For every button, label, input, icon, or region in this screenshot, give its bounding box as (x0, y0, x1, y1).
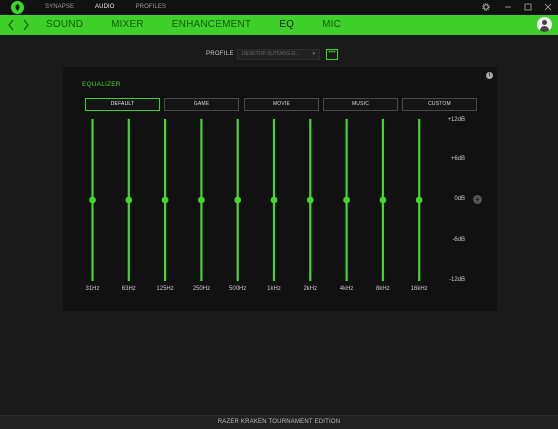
back-arrow-icon[interactable] (6, 18, 16, 32)
equalizer-title: EQUALIZER (82, 81, 121, 88)
eq-slider-500hz[interactable] (234, 119, 242, 281)
preset-custom-button[interactable]: CUSTOM (402, 98, 477, 111)
tab-enhancement[interactable]: ENHANCEMENT (171, 19, 252, 30)
chevron-down-icon: ▾ (312, 51, 315, 57)
close-icon[interactable] (543, 2, 553, 12)
tab-sound[interactable]: SOUND (46, 19, 84, 30)
freq-label-31hz: 31Hz (85, 286, 100, 292)
user-avatar-icon[interactable] (537, 17, 552, 32)
eq-slider-4khz[interactable] (343, 119, 350, 281)
eq-slider-handle[interactable] (415, 196, 423, 204)
eq-slider-2khz[interactable] (306, 119, 314, 281)
db-label-minus6: -6dB (452, 237, 465, 243)
forward-arrow-icon[interactable] (21, 18, 31, 32)
eq-slider-1khz[interactable] (270, 119, 278, 281)
maximize-icon[interactable] (523, 2, 533, 12)
freq-label-125hz: 125Hz (156, 286, 174, 292)
eq-sliders (89, 119, 423, 281)
eq-slider-handle[interactable] (125, 196, 133, 204)
top-nav-audio[interactable]: AUDIO (95, 4, 115, 10)
top-nav-profiles[interactable]: PROFILES (135, 4, 167, 10)
title-bar: SYNAPSE AUDIO PROFILES (0, 0, 558, 15)
profile-more-button[interactable]: ••• (326, 49, 338, 60)
eq-slider-125hz[interactable] (161, 119, 169, 281)
razer-logo-icon (11, 1, 24, 14)
device-name-footer: RAZER KRAKEN TOURNAMENT EDITION (0, 415, 558, 429)
db-label-plus12: +12dB (447, 117, 465, 123)
eq-slider-8khz[interactable] (379, 119, 387, 281)
freq-label-2khz: 2kHz (303, 286, 318, 292)
eq-slider-handle[interactable] (306, 196, 314, 204)
eq-slider-handle[interactable] (198, 196, 205, 204)
profile-label: PROFILE (206, 51, 234, 57)
preset-music-button[interactable]: MUSIC (323, 98, 398, 111)
info-icon[interactable]: i (486, 72, 493, 79)
db-label-plus6: +6dB (450, 156, 465, 162)
preset-default-button[interactable]: DEFAULT (85, 98, 160, 111)
section-nav-bar: SOUND MIXER ENHANCEMENT EQ MIC (0, 15, 558, 35)
eq-slider-250hz[interactable] (198, 119, 205, 281)
tab-mixer[interactable]: MIXER (111, 19, 144, 30)
profile-dropdown-value: DESKTOP-3UT5N5G-D... (242, 51, 300, 57)
eq-slider-handle[interactable] (234, 196, 242, 204)
freq-label-4khz: 4kHz (339, 286, 354, 292)
freq-label-1khz: 1kHz (267, 286, 281, 292)
freq-label-16khz: 16kHz (410, 286, 428, 292)
eq-slider-handle[interactable] (343, 196, 350, 204)
eq-slider-31hz[interactable] (89, 119, 96, 281)
eq-slider-handle[interactable] (379, 196, 387, 204)
tab-eq[interactable]: EQ (279, 19, 295, 30)
eq-slider-handle[interactable] (270, 196, 278, 204)
section-nav: SOUND MIXER ENHANCEMENT EQ MIC (46, 15, 369, 35)
eq-slider-handle[interactable] (89, 196, 96, 204)
db-label-minus12: -12dB (448, 277, 465, 283)
eq-slider-16khz[interactable] (415, 119, 423, 281)
db-label-0: 0dB (454, 196, 465, 202)
minimize-icon[interactable] (503, 2, 513, 12)
profile-dropdown[interactable]: DESKTOP-3UT5N5G-D... ▾ (237, 49, 320, 60)
settings-icon[interactable] (481, 2, 491, 12)
freq-label-500hz: 500Hz (229, 286, 247, 292)
add-band-icon[interactable]: + (473, 195, 482, 204)
freq-label-8khz: 8kHz (376, 286, 390, 292)
eq-slider-63hz[interactable] (125, 119, 133, 281)
freq-label-250hz: 250Hz (192, 286, 211, 292)
freq-label-63hz: 63Hz (121, 286, 136, 292)
eq-slider-handle[interactable] (161, 196, 169, 204)
preset-movie-button[interactable]: MOVIE (244, 98, 319, 111)
tab-mic[interactable]: MIC (322, 19, 342, 30)
preset-game-button[interactable]: GAME (164, 98, 239, 111)
top-nav: SYNAPSE AUDIO PROFILES (45, 0, 187, 15)
equalizer-panel: EQUALIZER i DEFAULT GAME MOVIE MUSIC CUS… (63, 67, 497, 311)
top-nav-synapse[interactable]: SYNAPSE (45, 4, 75, 10)
